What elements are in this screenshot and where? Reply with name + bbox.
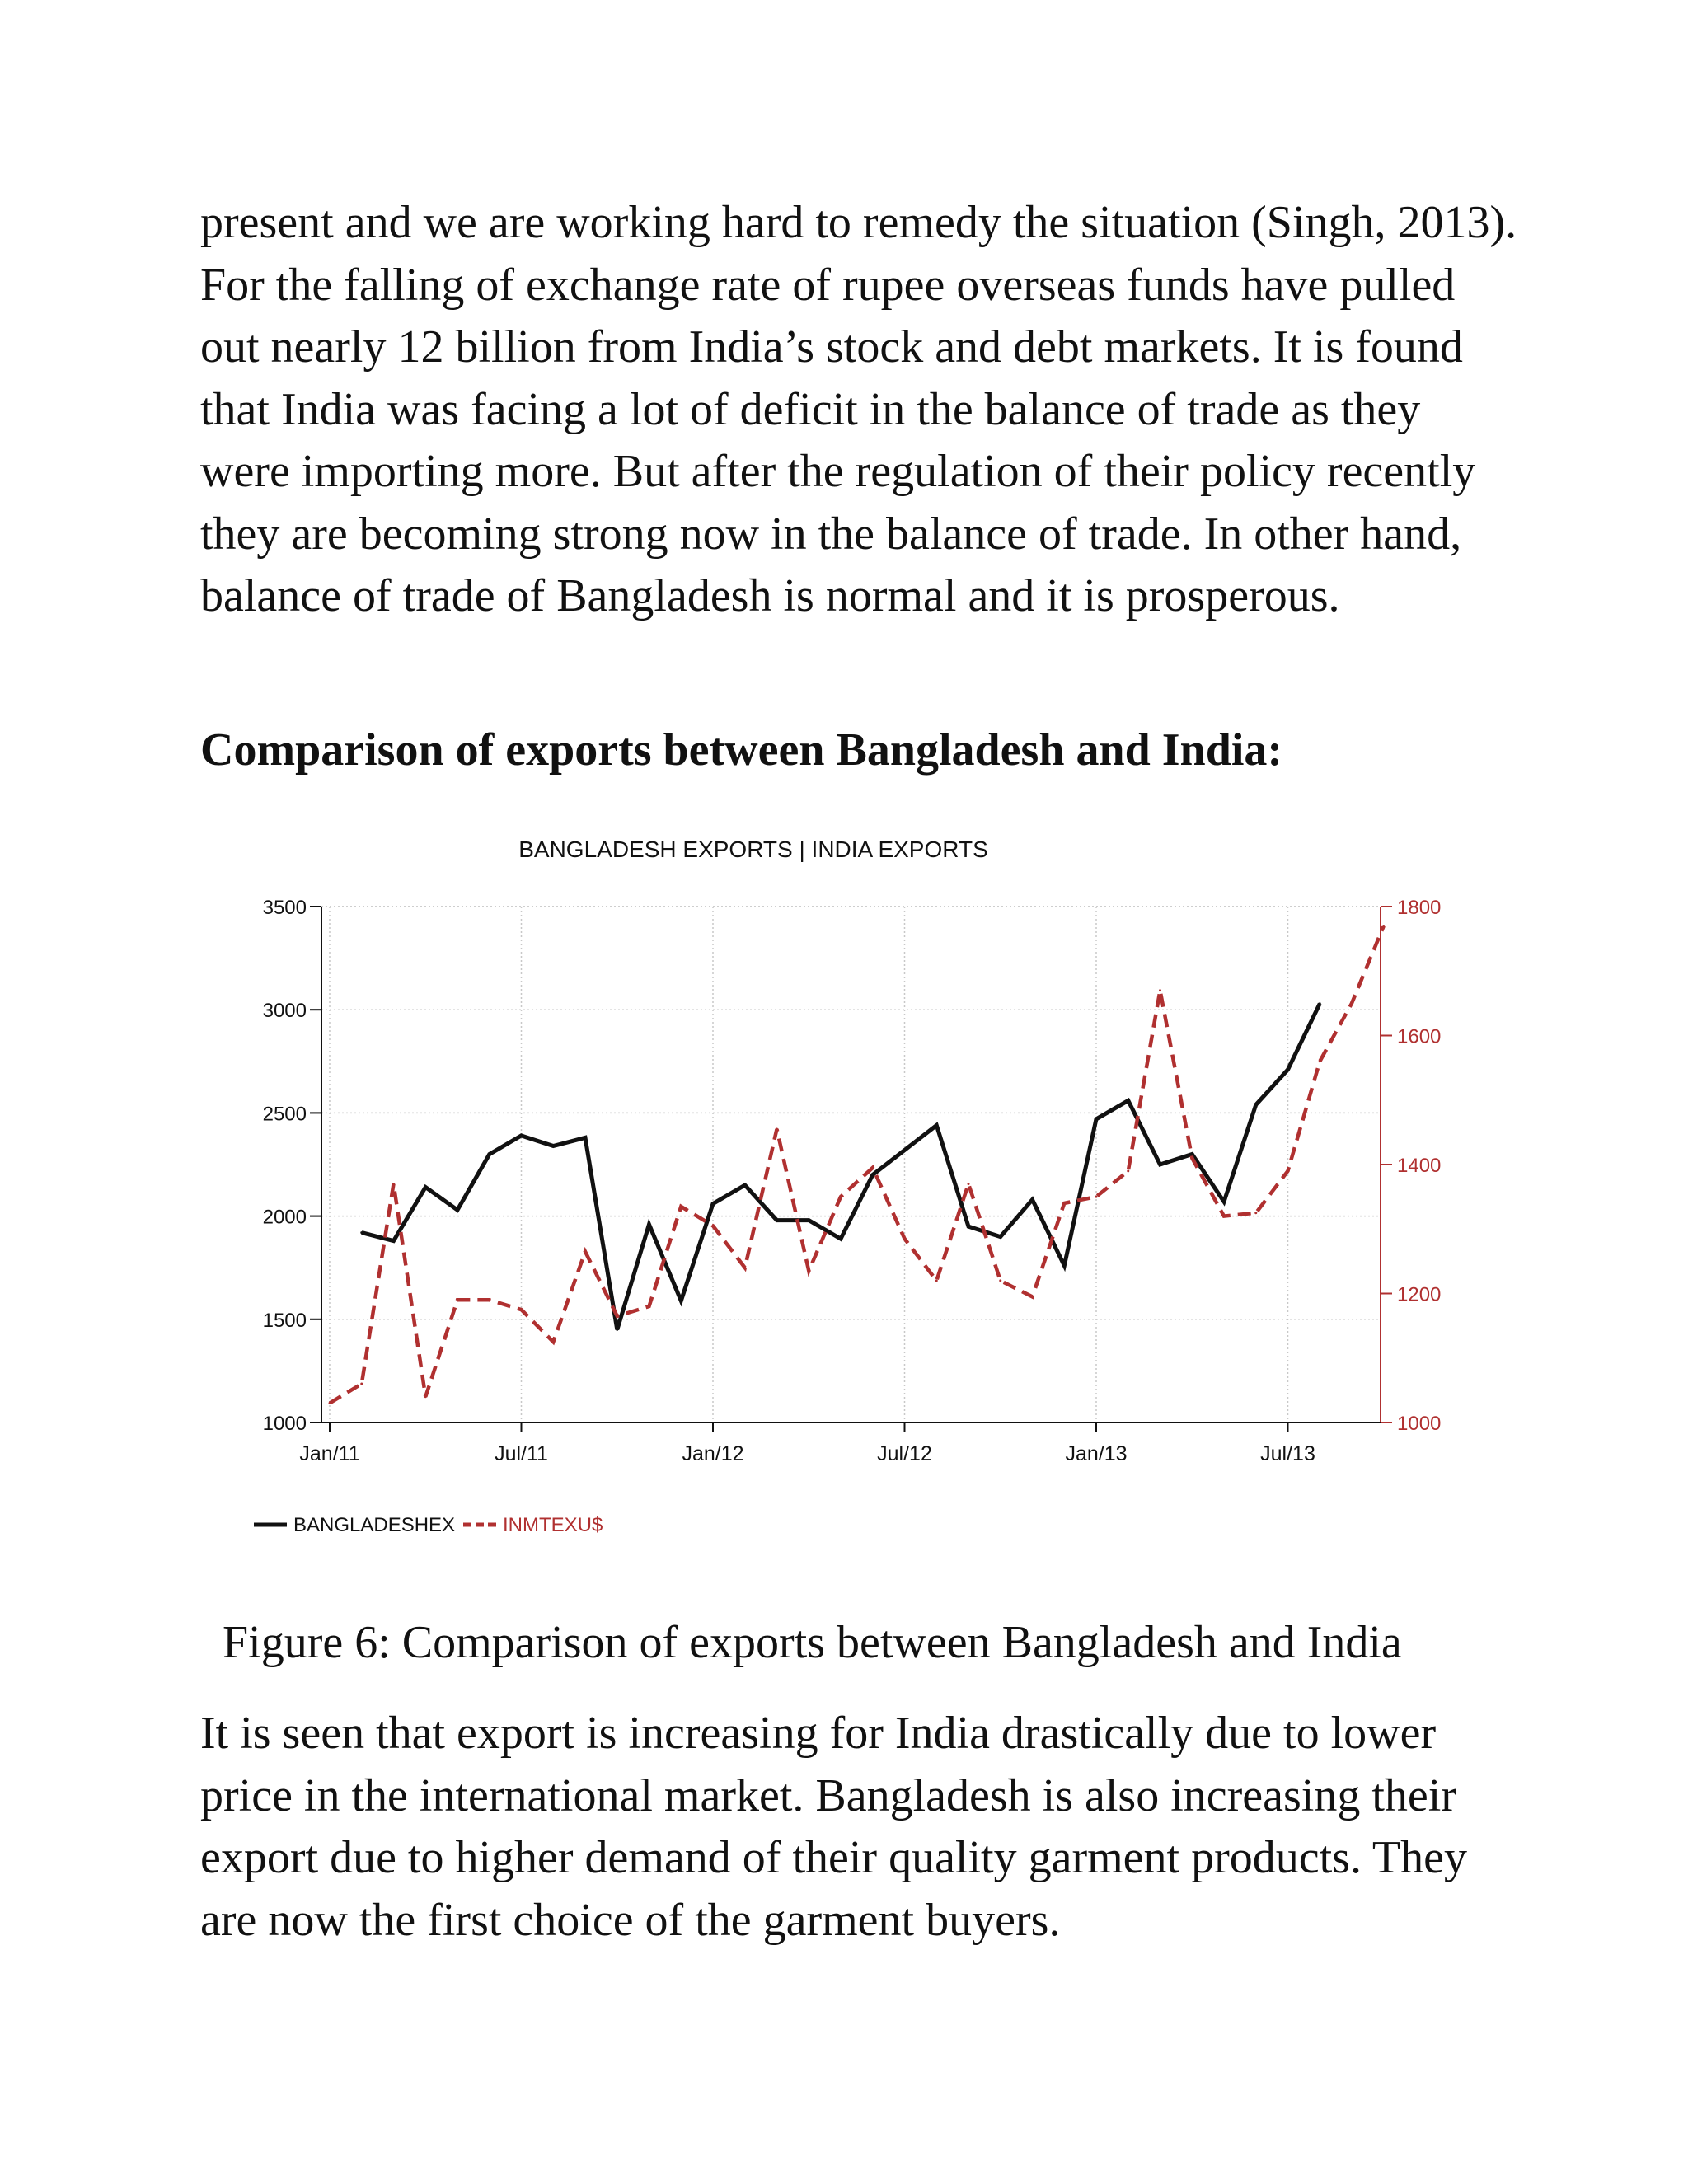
data-point [743, 1266, 747, 1269]
data-point [776, 1219, 778, 1222]
data-point [871, 1174, 874, 1177]
data-point [1287, 1169, 1289, 1173]
data-point [616, 1315, 619, 1318]
section-heading: Comparison of exports between Bangladesh… [200, 724, 1283, 776]
data-point [935, 1279, 938, 1282]
exports-line-chart: BANGLADESH EXPORTS | INDIA EXPORTS 10001… [254, 837, 1442, 1536]
y-left-tick-label: 3500 [263, 897, 307, 919]
series-line-inmtexu [328, 925, 1386, 1405]
x-tick-label: Jul/11 [495, 1442, 548, 1465]
data-point [520, 1308, 523, 1311]
chart-axes: 1000 1500 2000 2500 3000 3500 1000 1200 1400 1600… [263, 897, 1442, 1465]
data-point [1222, 1215, 1226, 1218]
x-tick-label: Jul/12 [877, 1442, 932, 1465]
data-point [360, 1382, 363, 1385]
x-tick-label: Jul/13 [1260, 1442, 1315, 1465]
data-point [967, 1225, 970, 1228]
data-point [1318, 1002, 1321, 1005]
data-point [1062, 1264, 1066, 1268]
data-point [1127, 1169, 1130, 1173]
data-point [1159, 1163, 1161, 1166]
data-point [967, 1182, 970, 1185]
body-paragraph-2: It is seen that export is increasing for… [200, 1708, 1467, 1946]
data-point [648, 1305, 650, 1308]
y-right-tick-label: 1800 [1397, 897, 1441, 919]
data-point [456, 1208, 459, 1212]
data-point [392, 1240, 395, 1243]
data-point [743, 1183, 747, 1187]
data-point [584, 1250, 587, 1254]
chart-grid [321, 906, 1381, 1423]
data-point [1127, 1099, 1130, 1102]
data-point [1031, 1295, 1034, 1298]
data-point [1222, 1200, 1226, 1203]
y-left-tick-label: 1500 [263, 1310, 307, 1332]
y-right-tick-label: 1200 [1397, 1284, 1441, 1306]
chart-title: BANGLADESH EXPORTS | INDIA EXPORTS [518, 837, 988, 862]
data-point [776, 1127, 778, 1131]
data-point [839, 1237, 842, 1240]
data-point [1095, 1118, 1098, 1121]
chart-series [328, 924, 1386, 1405]
data-point [871, 1166, 874, 1169]
data-point [1190, 1152, 1193, 1155]
data-point [488, 1298, 491, 1301]
data-point [392, 1182, 395, 1185]
plot-frame [321, 906, 1381, 1423]
y-left-tick-label: 2500 [263, 1103, 307, 1125]
chart-legend: BANGLADESHEX INMTEXU$ [254, 1514, 603, 1536]
data-point [679, 1299, 682, 1302]
data-point [328, 1402, 331, 1405]
data-point [424, 1395, 427, 1399]
data-point [616, 1328, 619, 1331]
data-point [1254, 1212, 1258, 1215]
figure-caption: Figure 6: Comparison of exports between … [223, 1617, 1402, 1668]
data-point [807, 1219, 810, 1222]
y-left-tick-label: 3000 [263, 1000, 307, 1022]
data-point [1350, 1001, 1353, 1005]
x-tick-label: Jan/13 [1065, 1442, 1127, 1465]
legend-label: BANGLADESHEX [293, 1514, 455, 1536]
y-left-tick-label: 2000 [263, 1207, 307, 1229]
data-point [1031, 1198, 1034, 1202]
y-left-tick-label: 1000 [263, 1413, 307, 1435]
data-point [711, 1202, 715, 1206]
y-right-tick-label: 1400 [1397, 1155, 1441, 1177]
data-point [488, 1152, 491, 1155]
data-point [551, 1144, 555, 1147]
data-point [1190, 1156, 1193, 1160]
data-point [839, 1195, 842, 1198]
data-point [360, 1231, 363, 1235]
data-point [1382, 924, 1386, 927]
y-right-tick-label: 1000 [1397, 1413, 1441, 1435]
data-point [711, 1224, 715, 1227]
data-point [935, 1123, 938, 1127]
data-point [1095, 1195, 1098, 1198]
data-point [520, 1134, 523, 1137]
data-point [903, 1148, 906, 1151]
legend-label: INMTEXU$ [503, 1514, 603, 1536]
data-point [456, 1298, 459, 1301]
body-paragraph: present and we are working hard to remed… [200, 197, 1517, 621]
data-point [679, 1205, 682, 1208]
series-line-bangladeshex [361, 1002, 1322, 1331]
data-point [1287, 1068, 1289, 1071]
data-point [648, 1223, 650, 1226]
y-right-tick-label: 1600 [1397, 1026, 1441, 1048]
data-point [999, 1235, 1002, 1239]
data-point [1062, 1202, 1066, 1205]
data-point [1159, 989, 1161, 992]
data-point [807, 1269, 810, 1272]
data-point [424, 1186, 427, 1189]
data-point [1318, 1060, 1321, 1063]
data-point [551, 1340, 555, 1343]
data-point [1254, 1103, 1258, 1106]
x-tick-label: Jan/11 [299, 1442, 359, 1465]
data-point [903, 1237, 906, 1240]
data-point [999, 1279, 1002, 1282]
data-point [584, 1136, 587, 1139]
x-tick-label: Jan/12 [682, 1442, 743, 1465]
